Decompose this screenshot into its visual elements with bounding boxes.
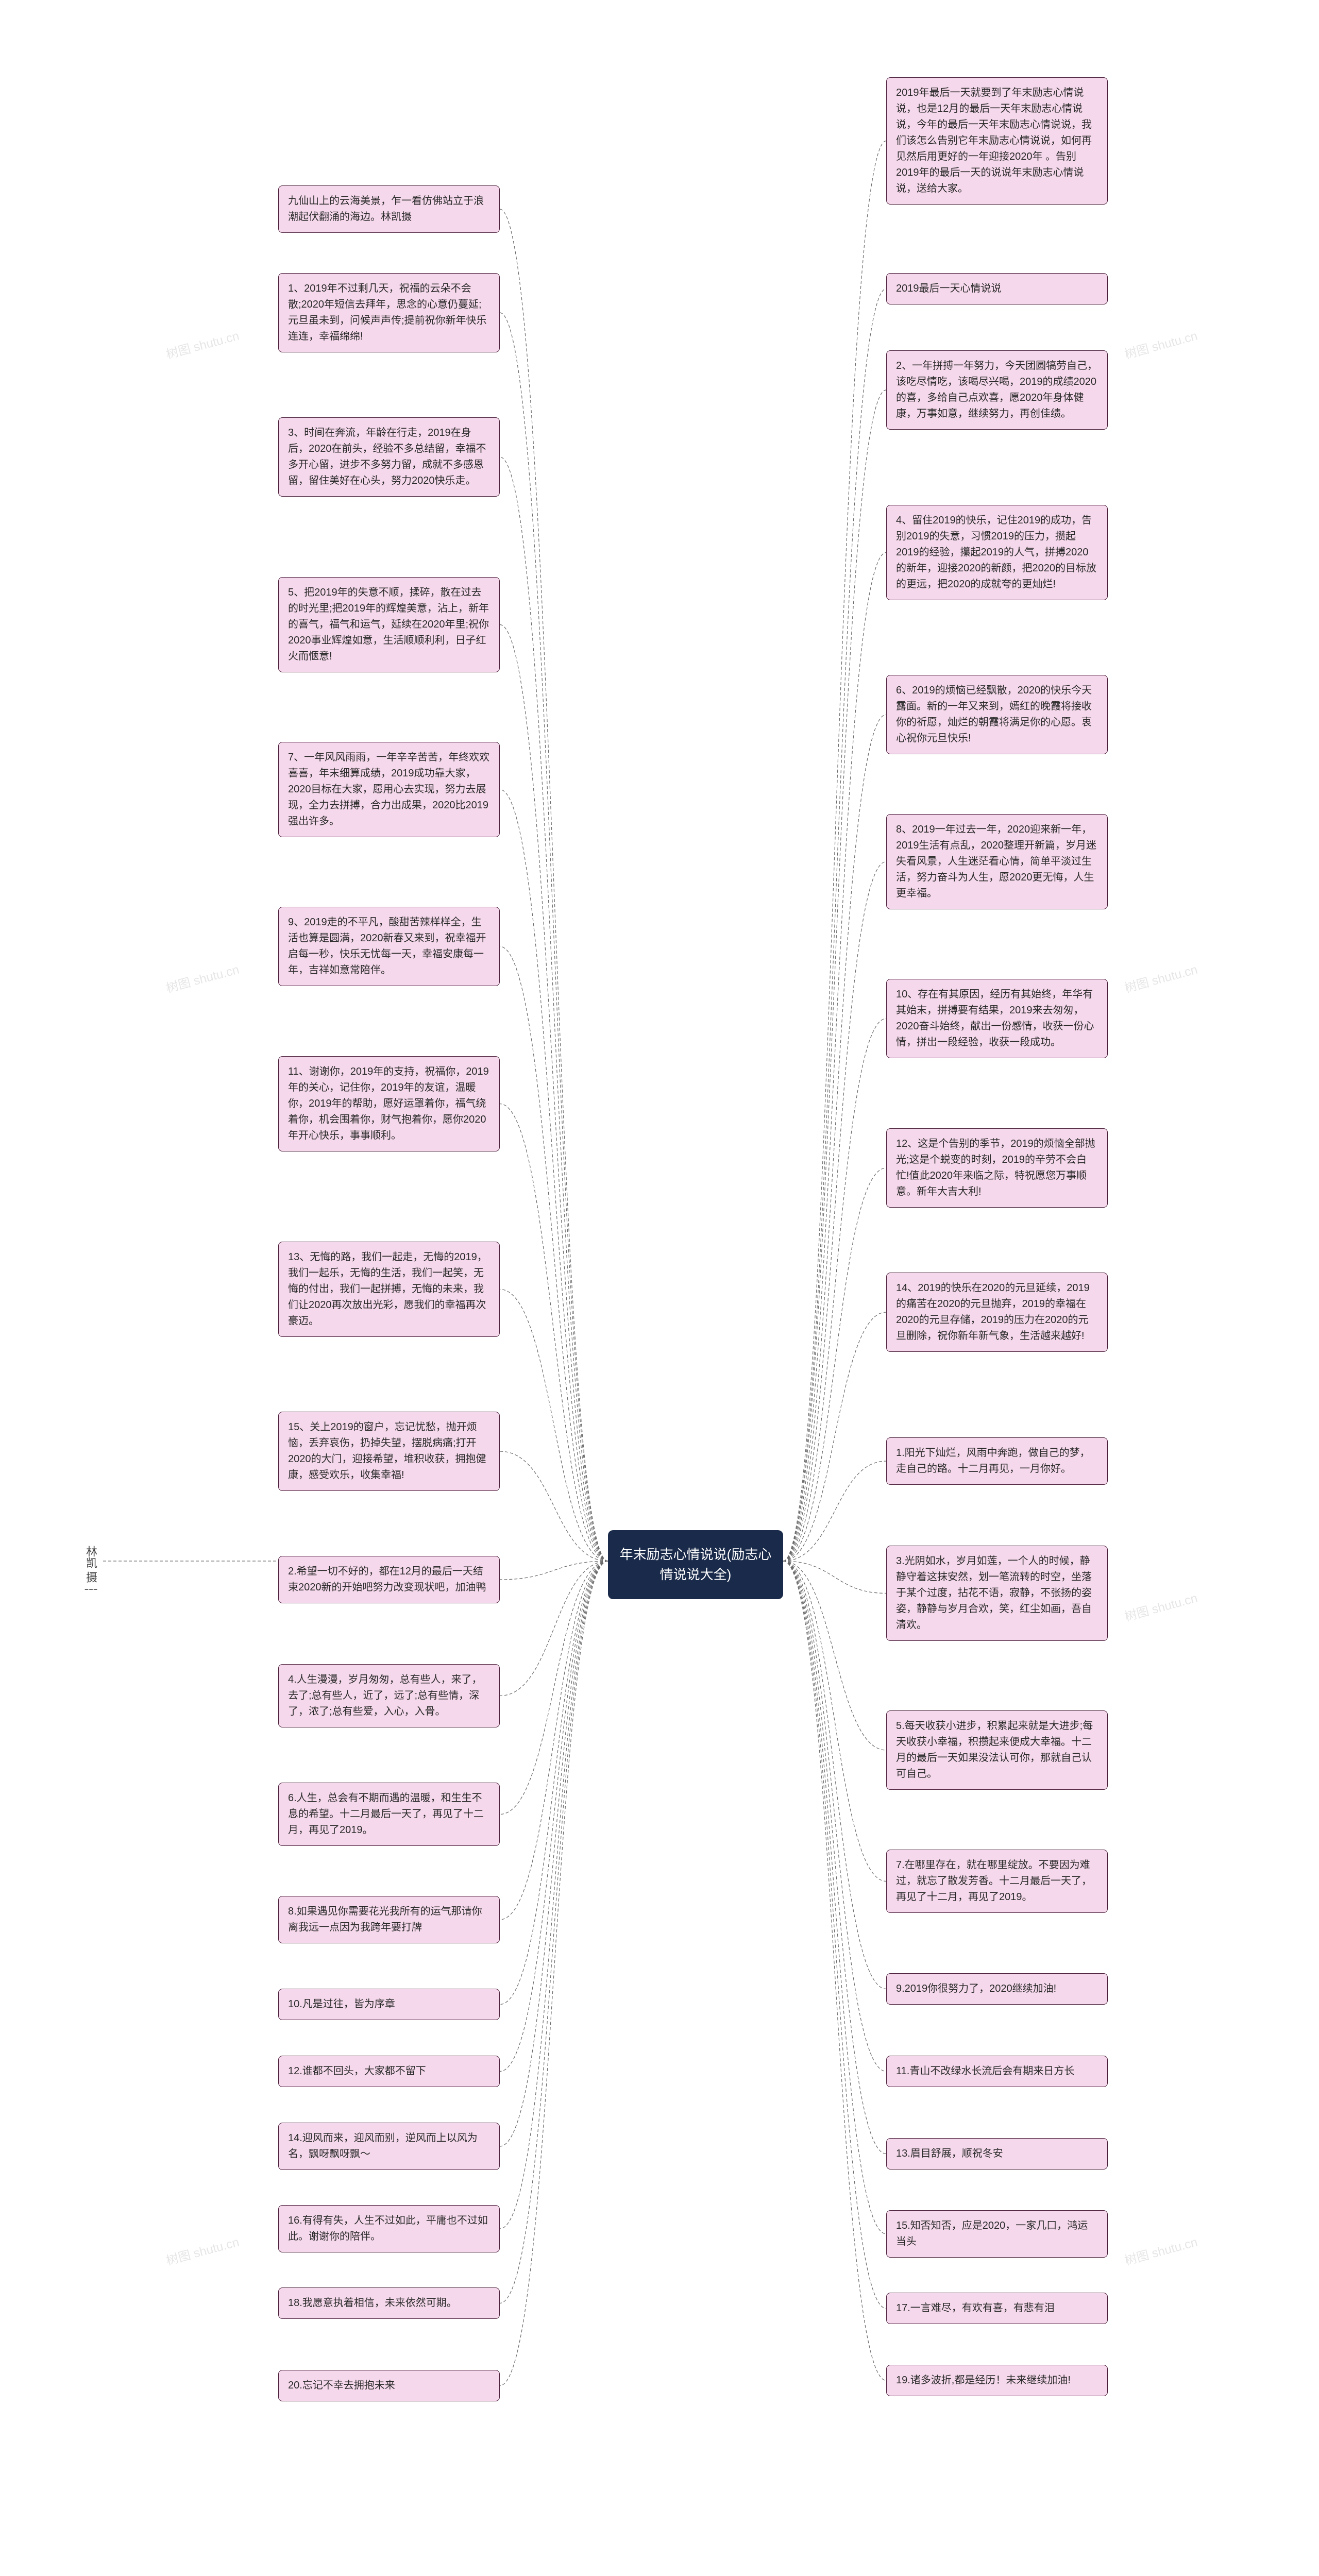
leaf-text: 5.每天收获小进步，积累起来就是大进步;每天收获小幸福，积攒起来便成大幸福。十二… bbox=[896, 1720, 1093, 1780]
watermark: 树图 shutu.cn bbox=[164, 326, 241, 362]
watermark: 树图 shutu.cn bbox=[164, 2232, 241, 2268]
leaf-node: 5、把2019年的失意不顺，揉碎，散在过去的时光里;把2019年的辉煌美意，沾上… bbox=[278, 577, 500, 672]
leaf-text: 7.在哪里存在，就在哪里绽放。不要因为难过，就忘了散发芳香。十二月最后一天了，再… bbox=[896, 1859, 1092, 1903]
leaf-text: 8、2019一年过去一年，2020迎来新一年，2019生活有点乱，2020整理开… bbox=[896, 824, 1096, 899]
leaf-node: 9、2019走的不平凡，酸甜苦辣样样全，生活也算是圆满，2020新春又来到，祝幸… bbox=[278, 907, 500, 986]
leaf-node: 8.如果遇见你需要花光我所有的运气那请你离我远一点因为我跨年要打牌 bbox=[278, 1896, 500, 1943]
leaf-node: 1.阳光下灿烂，风雨中奔跑，做自己的梦，走自己的路。十二月再见，一月你好。 bbox=[886, 1437, 1108, 1485]
leaf-text: 4.人生漫漫，岁月匆匆，总有些人，来了，去了;总有些人，近了，远了;总有些情，深… bbox=[288, 1674, 482, 1717]
leaf-text: 1、2019年不过剩几天，祝福的云朵不会散;2020年短信去拜年，思念的心意仍蔓… bbox=[288, 283, 487, 342]
leaf-node: 1、2019年不过剩几天，祝福的云朵不会散;2020年短信去拜年，思念的心意仍蔓… bbox=[278, 273, 500, 352]
leaf-node: 12、这是个告别的季节，2019的烦恼全部抛光;这是个蜕变的时刻，2019的辛劳… bbox=[886, 1128, 1108, 1208]
leaf-node: 18.我愿意执着相信，未来依然可期。 bbox=[278, 2287, 500, 2319]
leaf-node: 4.人生漫漫，岁月匆匆，总有些人，来了，去了;总有些人，近了，远了;总有些情，深… bbox=[278, 1664, 500, 1727]
leaf-text: 14.迎风而来，迎风而别，逆风而上以风为名，飘呀飘呀飘～ bbox=[288, 2132, 478, 2160]
leaf-node: 4、留住2019的快乐，记住2019的成功，告别2019的失意，习惯2019的压… bbox=[886, 505, 1108, 600]
leaf-node: 11、谢谢你，2019年的支持，祝福你，2019年的关心，记住你，2019年的友… bbox=[278, 1056, 500, 1151]
leaf-node: 7、一年风风雨雨，一年辛辛苦苦，年终欢欢喜喜，年末细算成绩，2019成功靠大家，… bbox=[278, 742, 500, 837]
leaf-node: 九仙山上的云海美景，乍一看仿佛站立于浪潮起伏翻涌的海边。林凯摄 bbox=[278, 185, 500, 233]
leaf-text: 11.青山不改绿水长流后会有期来日方长 bbox=[896, 2065, 1074, 2077]
leaf-node: 6、2019的烦恼已经飘散，2020的快乐今天露面。新的一年又来到，嫣红的晚霞将… bbox=[886, 675, 1108, 754]
leaf-node: 3.光阴如水，岁月如莲，一个人的时候，静静守着这抹安然，划一笔流转的时空，坐落于… bbox=[886, 1546, 1108, 1641]
leaf-text: 20.忘记不幸去拥抱未来 bbox=[288, 2380, 395, 2391]
watermark: 树图 shutu.cn bbox=[1122, 1588, 1199, 1624]
leaf-node: 8、2019一年过去一年，2020迎来新一年，2019生活有点乱，2020整理开… bbox=[886, 814, 1108, 909]
leaf-text: 10.凡是过往，皆为序章 bbox=[288, 1998, 395, 2010]
leaf-text: 4、留住2019的快乐，记住2019的成功，告别2019的失意，习惯2019的压… bbox=[896, 515, 1096, 590]
watermark: 树图 shutu.cn bbox=[1122, 959, 1199, 996]
leaf-text: 2019年最后一天就要到了年末励志心情说说，也是12月的最后一天年末励志心情说说… bbox=[896, 87, 1092, 194]
leaf-text: 6、2019的烦恼已经飘散，2020的快乐今天露面。新的一年又来到，嫣红的晚霞将… bbox=[896, 685, 1092, 744]
leaf-text: 2.希望一切不好的，都在12月的最后一天结束2020新的开始吧努力改变现状吧，加… bbox=[288, 1566, 486, 1593]
leaf-node: 2019最后一天心情说说 bbox=[886, 273, 1108, 304]
leaf-text: 10、存在有其原因，经历有其始终，年华有其始末，拼搏要有结果，2019来去匆匆，… bbox=[896, 989, 1094, 1048]
side-label: 林凯 摄 ┆ bbox=[82, 1546, 99, 1592]
leaf-text: 1.阳光下灿烂，风雨中奔跑，做自己的梦，走自己的路。十二月再见，一月你好。 bbox=[896, 1447, 1090, 1475]
leaf-node: 13、无悔的路，我们一起走，无悔的2019，我们一起乐，无悔的生活，我们一起笑，… bbox=[278, 1242, 500, 1337]
leaf-text: 15.知否知否，应是2020，一家几口，鸿运当头 bbox=[896, 2220, 1088, 2247]
leaf-node: 6.人生，总会有不期而遇的温暖，和生生不息的希望。十二月最后一天了，再见了十二月… bbox=[278, 1783, 500, 1846]
leaf-node: 5.每天收获小进步，积累起来就是大进步;每天收获小幸福，积攒起来便成大幸福。十二… bbox=[886, 1710, 1108, 1790]
leaf-node: 20.忘记不幸去拥抱未来 bbox=[278, 2370, 500, 2401]
leaf-node: 10.凡是过往，皆为序章 bbox=[278, 1989, 500, 2020]
leaf-node: 15、关上2019的窗户，忘记忧愁，抛开烦恼，丢弃哀伤，扔掉失望，摆脱病痛;打开… bbox=[278, 1412, 500, 1491]
leaf-node: 11.青山不改绿水长流后会有期来日方长 bbox=[886, 2056, 1108, 2087]
leaf-node: 2019年最后一天就要到了年末励志心情说说，也是12月的最后一天年末励志心情说说… bbox=[886, 77, 1108, 205]
leaf-node: 10、存在有其原因，经历有其始终，年华有其始末，拼搏要有结果，2019来去匆匆，… bbox=[886, 979, 1108, 1058]
leaf-text: 3.光阴如水，岁月如莲，一个人的时候，静静守着这抹安然，划一笔流转的时空，坐落于… bbox=[896, 1555, 1092, 1631]
center-node: 年末励志心情说说(励志心情说说大全) bbox=[608, 1530, 783, 1599]
leaf-text: 九仙山上的云海美景，乍一看仿佛站立于浪潮起伏翻涌的海边。林凯摄 bbox=[288, 195, 484, 223]
leaf-text: 15、关上2019的窗户，忘记忧愁，抛开烦恼，丢弃哀伤，扔掉失望，摆脱病痛;打开… bbox=[288, 1421, 486, 1481]
leaf-text: 18.我愿意执着相信，未来依然可期。 bbox=[288, 2297, 457, 2309]
leaf-text: 7、一年风风雨雨，一年辛辛苦苦，年终欢欢喜喜，年末细算成绩，2019成功靠大家，… bbox=[288, 752, 489, 827]
leaf-text: 2、一年拼搏一年努力，今天团圆犒劳自己，该吃尽情吃，该喝尽兴喝，2019的成绩2… bbox=[896, 360, 1097, 419]
leaf-text: 16.有得有失，人生不过如此，平庸也不过如此。谢谢你的陪伴。 bbox=[288, 2215, 488, 2242]
leaf-text: 2019最后一天心情说说 bbox=[896, 283, 1002, 294]
leaf-node: 12.谁都不回头，大家都不留下 bbox=[278, 2056, 500, 2087]
leaf-node: 19.诸多波折,都是经历！未来继续加油! bbox=[886, 2365, 1108, 2396]
watermark: 树图 shutu.cn bbox=[1122, 326, 1199, 362]
leaf-text: 6.人生，总会有不期而遇的温暖，和生生不息的希望。十二月最后一天了，再见了十二月… bbox=[288, 1792, 484, 1836]
leaf-text: 17.一言难尽，有欢有喜，有悲有泪 bbox=[896, 2302, 1055, 2314]
leaf-node: 9.2019你很努力了，2020继续加油! bbox=[886, 1973, 1108, 2005]
leaf-text: 3、时间在奔流，年龄在行走，2019在身后，2020在前头，经验不多总结留，幸福… bbox=[288, 427, 486, 486]
leaf-text: 13.眉目舒展，顺祝冬安 bbox=[896, 2148, 1003, 2159]
leaf-text: 12.谁都不回头，大家都不留下 bbox=[288, 2065, 426, 2077]
leaf-node: 16.有得有失，人生不过如此，平庸也不过如此。谢谢你的陪伴。 bbox=[278, 2205, 500, 2252]
leaf-node: 2、一年拼搏一年努力，今天团圆犒劳自己，该吃尽情吃，该喝尽兴喝，2019的成绩2… bbox=[886, 350, 1108, 430]
leaf-text: 14、2019的快乐在2020的元旦延续，2019的痛苦在2020的元旦抛弃，2… bbox=[896, 1282, 1090, 1342]
leaf-text: 13、无悔的路，我们一起走，无悔的2019，我们一起乐，无悔的生活，我们一起笑，… bbox=[288, 1251, 487, 1327]
leaf-text: 12、这是个告别的季节，2019的烦恼全部抛光;这是个蜕变的时刻，2019的辛劳… bbox=[896, 1138, 1095, 1197]
leaf-node: 14、2019的快乐在2020的元旦延续，2019的痛苦在2020的元旦抛弃，2… bbox=[886, 1273, 1108, 1352]
leaf-node: 2.希望一切不好的，都在12月的最后一天结束2020新的开始吧努力改变现状吧，加… bbox=[278, 1556, 500, 1603]
leaf-text: 11、谢谢你，2019年的支持，祝福你，2019年的关心，记住你，2019年的友… bbox=[288, 1066, 489, 1141]
leaf-node: 7.在哪里存在，就在哪里绽放。不要因为难过，就忘了散发芳香。十二月最后一天了，再… bbox=[886, 1850, 1108, 1913]
leaf-node: 14.迎风而来，迎风而别，逆风而上以风为名，飘呀飘呀飘～ bbox=[278, 2123, 500, 2170]
watermark: 树图 shutu.cn bbox=[164, 959, 241, 996]
leaf-text: 9.2019你很努力了，2020继续加油! bbox=[896, 1983, 1056, 1994]
leaf-text: 5、把2019年的失意不顺，揉碎，散在过去的时光里;把2019年的辉煌美意，沾上… bbox=[288, 587, 489, 662]
leaf-node: 13.眉目舒展，顺祝冬安 bbox=[886, 2138, 1108, 2170]
leaf-node: 17.一言难尽，有欢有喜，有悲有泪 bbox=[886, 2293, 1108, 2324]
center-title: 年末励志心情说说(励志心情说说大全) bbox=[620, 1547, 772, 1582]
leaf-text: 9、2019走的不平凡，酸甜苦辣样样全，生活也算是圆满，2020新春又来到，祝幸… bbox=[288, 917, 486, 976]
leaf-text: 8.如果遇见你需要花光我所有的运气那请你离我远一点因为我跨年要打牌 bbox=[288, 1906, 482, 1933]
leaf-node: 15.知否知否，应是2020，一家几口，鸿运当头 bbox=[886, 2210, 1108, 2258]
watermark: 树图 shutu.cn bbox=[1122, 2232, 1199, 2268]
leaf-node: 3、时间在奔流，年龄在行走，2019在身后，2020在前头，经验不多总结留，幸福… bbox=[278, 417, 500, 497]
leaf-text: 19.诸多波折,都是经历！未来继续加油! bbox=[896, 2375, 1071, 2386]
